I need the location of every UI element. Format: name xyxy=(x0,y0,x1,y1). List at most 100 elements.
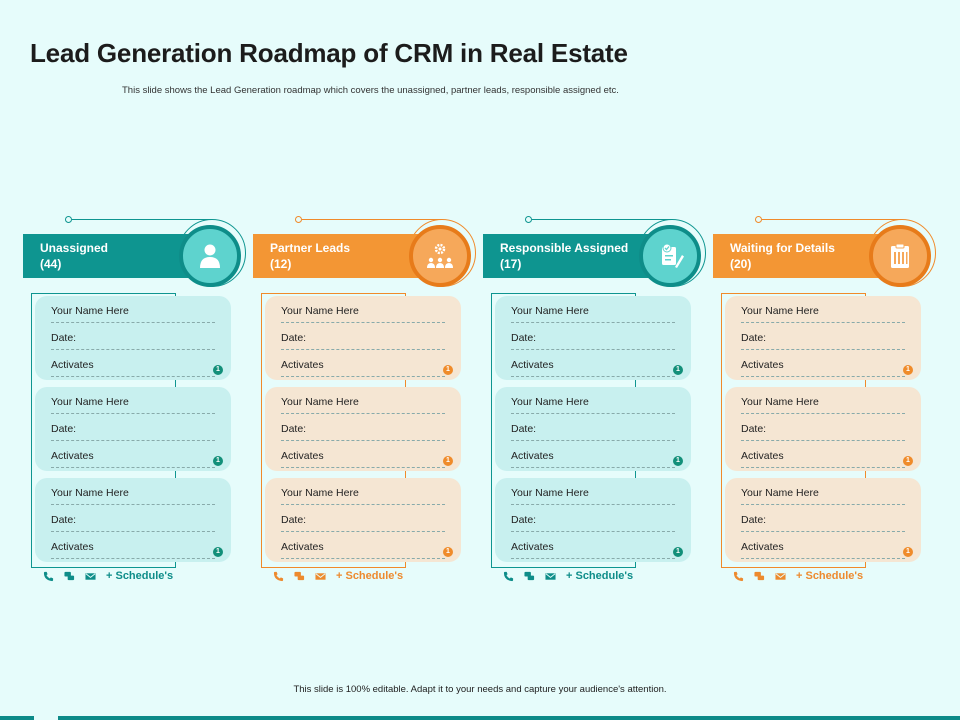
schedule-link[interactable]: + Schedule's xyxy=(106,570,174,582)
card-badge: 1 xyxy=(903,547,913,557)
lead-card[interactable]: Your Name Here Date: Activates 1 xyxy=(265,478,461,562)
chat-icon[interactable] xyxy=(294,571,305,582)
mail-icon[interactable] xyxy=(545,571,556,582)
activates-field: Activates xyxy=(511,450,675,468)
card-badge: 1 xyxy=(673,365,683,375)
person-icon xyxy=(179,225,241,287)
card-badge: 1 xyxy=(903,365,913,375)
schedule-link[interactable]: + Schedule's xyxy=(796,570,864,582)
column-unassigned: Unassigned (44) Your Name Here Date: Act… xyxy=(23,210,253,590)
chat-icon[interactable] xyxy=(64,571,75,582)
chat-icon[interactable] xyxy=(524,571,535,582)
name-field: Your Name Here xyxy=(51,305,215,323)
phone-icon[interactable] xyxy=(273,571,284,582)
contact-actions: + Schedule's xyxy=(43,570,173,582)
date-field: Date: xyxy=(281,332,445,350)
page-title: Lead Generation Roadmap of CRM in Real E… xyxy=(30,38,628,68)
date-field: Date: xyxy=(281,514,445,532)
connector-line xyxy=(302,219,442,220)
column-header: Partner Leads (12) xyxy=(270,240,430,272)
name-field: Your Name Here xyxy=(51,396,215,414)
bottom-accent-bar xyxy=(0,716,960,720)
clipboard-icon xyxy=(869,225,931,287)
card-badge: 1 xyxy=(443,547,453,557)
lead-card[interactable]: Your Name Here Date: Activates 1 xyxy=(265,296,461,380)
contact-actions: + Schedule's xyxy=(503,570,633,582)
footer-note: This slide is 100% editable. Adapt it to… xyxy=(293,684,667,695)
name-field: Your Name Here xyxy=(511,487,675,505)
schedule-link[interactable]: + Schedule's xyxy=(336,570,404,582)
lead-card[interactable]: Your Name Here Date: Activates 1 xyxy=(35,387,231,471)
phone-icon[interactable] xyxy=(503,571,514,582)
activates-field: Activates xyxy=(281,359,445,377)
connector-dot xyxy=(295,216,302,223)
activates-field: Activates xyxy=(51,541,215,559)
lead-card[interactable]: Your Name Here Date: Activates 1 xyxy=(725,387,921,471)
schedule-link[interactable]: + Schedule's xyxy=(566,570,634,582)
lead-card[interactable]: Your Name Here Date: Activates 1 xyxy=(265,387,461,471)
column-header-bar xyxy=(713,234,893,278)
column-waiting-for-details: Waiting for Details (20) Your Name Here … xyxy=(713,210,943,590)
lead-card[interactable]: Your Name Here Date: Activates 1 xyxy=(725,296,921,380)
card-badge: 1 xyxy=(213,547,223,557)
column-title: Waiting for Details xyxy=(730,241,835,255)
connector-line xyxy=(72,219,212,220)
activates-field: Activates xyxy=(741,359,905,377)
lead-card[interactable]: Your Name Here Date: Activates 1 xyxy=(495,387,691,471)
activates-field: Activates xyxy=(281,450,445,468)
bottom-accent-notch xyxy=(34,716,58,720)
lead-card[interactable]: Your Name Here Date: Activates 1 xyxy=(35,478,231,562)
date-field: Date: xyxy=(281,423,445,441)
column-responsible-assigned: Responsible Assigned (17) Your Name Here… xyxy=(483,210,713,590)
card-badge: 1 xyxy=(673,547,683,557)
name-field: Your Name Here xyxy=(741,305,905,323)
date-field: Date: xyxy=(51,514,215,532)
card-badge: 1 xyxy=(213,456,223,466)
column-count: (44) xyxy=(40,257,62,271)
activates-field: Activates xyxy=(281,541,445,559)
chat-icon[interactable] xyxy=(754,571,765,582)
date-field: Date: xyxy=(511,332,675,350)
team-gear-icon xyxy=(409,225,471,287)
column-partner-leads: Partner Leads (12) Your Name Here Date: … xyxy=(253,210,483,590)
name-field: Your Name Here xyxy=(511,305,675,323)
date-field: Date: xyxy=(741,423,905,441)
activates-field: Activates xyxy=(741,450,905,468)
date-field: Date: xyxy=(741,514,905,532)
column-count: (17) xyxy=(500,257,522,271)
page-subtitle: This slide shows the Lead Generation roa… xyxy=(122,85,619,96)
column-header-bar xyxy=(253,234,433,278)
lead-card[interactable]: Your Name Here Date: Activates 1 xyxy=(725,478,921,562)
column-header: Responsible Assigned (17) xyxy=(500,240,660,272)
column-count: (12) xyxy=(270,257,292,271)
document-check-icon xyxy=(639,225,701,287)
mail-icon[interactable] xyxy=(315,571,326,582)
column-header-bar xyxy=(23,234,203,278)
activates-field: Activates xyxy=(51,450,215,468)
name-field: Your Name Here xyxy=(281,305,445,323)
name-field: Your Name Here xyxy=(741,396,905,414)
name-field: Your Name Here xyxy=(51,487,215,505)
column-title: Unassigned xyxy=(40,241,109,255)
mail-icon[interactable] xyxy=(85,571,96,582)
connector-dot xyxy=(755,216,762,223)
name-field: Your Name Here xyxy=(281,396,445,414)
date-field: Date: xyxy=(511,423,675,441)
activates-field: Activates xyxy=(51,359,215,377)
phone-icon[interactable] xyxy=(43,571,54,582)
contact-actions: + Schedule's xyxy=(733,570,863,582)
connector-line xyxy=(532,219,672,220)
column-header-bar xyxy=(483,234,663,278)
connector-dot xyxy=(525,216,532,223)
activates-field: Activates xyxy=(511,541,675,559)
lead-card[interactable]: Your Name Here Date: Activates 1 xyxy=(495,478,691,562)
mail-icon[interactable] xyxy=(775,571,786,582)
date-field: Date: xyxy=(511,514,675,532)
contact-actions: + Schedule's xyxy=(273,570,403,582)
lead-card[interactable]: Your Name Here Date: Activates 1 xyxy=(35,296,231,380)
activates-field: Activates xyxy=(511,359,675,377)
lead-card[interactable]: Your Name Here Date: Activates 1 xyxy=(495,296,691,380)
column-header: Waiting for Details (20) xyxy=(730,240,890,272)
phone-icon[interactable] xyxy=(733,571,744,582)
column-count: (20) xyxy=(730,257,752,271)
